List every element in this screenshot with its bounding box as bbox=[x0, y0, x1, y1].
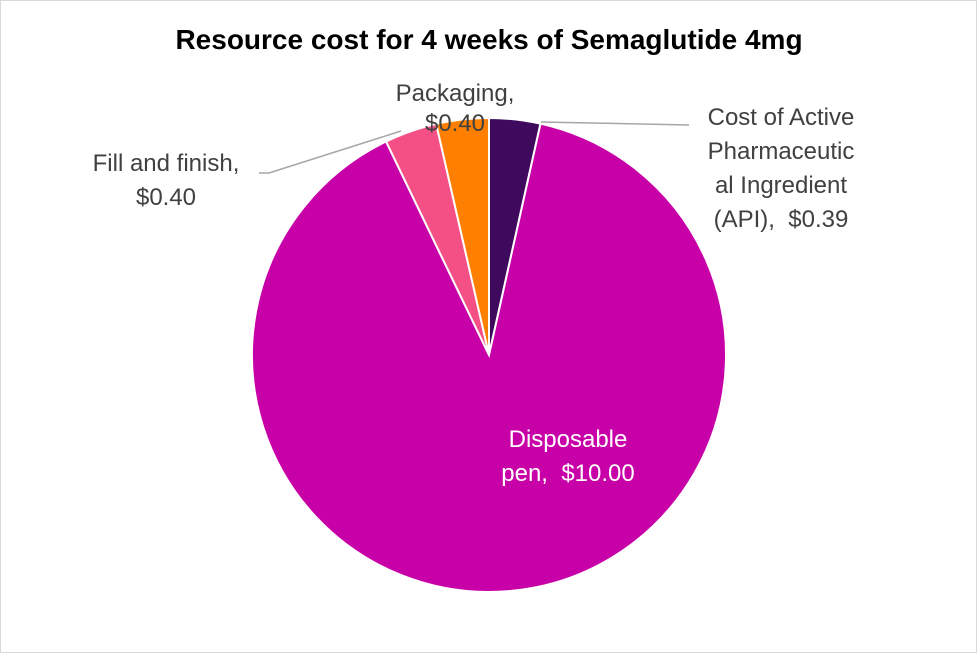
data-label-api: Cost of Active Pharmaceutic al Ingredient(… bbox=[708, 104, 855, 233]
leader-line-api bbox=[540, 121, 690, 126]
data-label-pen: Disposable pen, $10.00 bbox=[501, 426, 634, 487]
pie-slice-pack bbox=[435, 116, 490, 356]
data-label-fill: Fill and finish, $0.40 bbox=[93, 150, 240, 211]
data-label-pack: Packaging, $0.40 bbox=[396, 80, 515, 137]
chart-title: Resource cost for 4 weeks of Semaglutide… bbox=[175, 24, 802, 55]
leader-lines bbox=[259, 121, 690, 174]
leader-line-fill bbox=[259, 130, 402, 174]
data-labels: Cost of Active Pharmaceutic al Ingredient(… bbox=[93, 80, 855, 487]
pie-slices bbox=[251, 116, 727, 593]
pie-slice-pen bbox=[251, 122, 727, 593]
